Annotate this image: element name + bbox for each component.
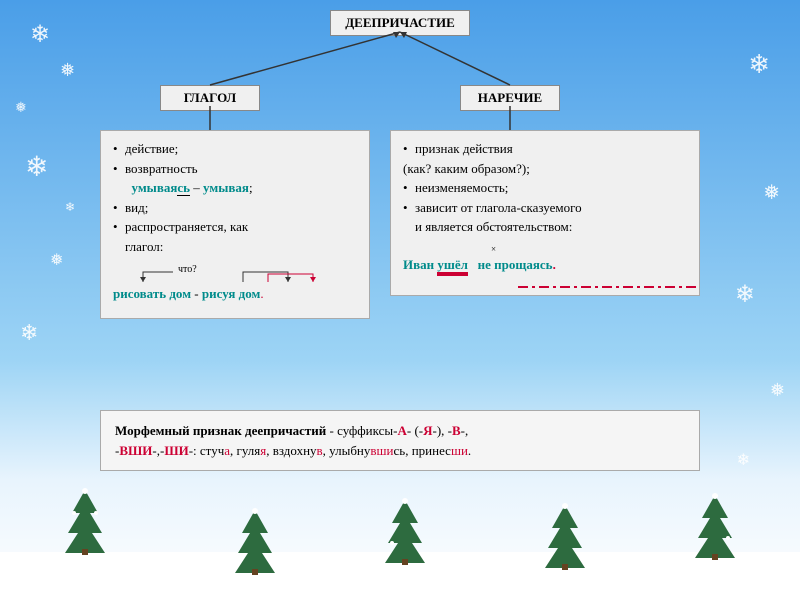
left-features-box: действие; возвратность умываясь – умывая… — [100, 130, 370, 319]
snowflake-icon: ❅ — [15, 100, 27, 117]
example-row: Иван ушёл не прощаясь. — [403, 255, 556, 275]
snowflake-icon: ❄ — [30, 20, 50, 49]
feature-item: действие; — [113, 139, 357, 159]
dash-dot-underline — [518, 275, 698, 277]
snowflake-icon: ❅ — [60, 60, 75, 81]
example-row: рисовать дом - рисуя дом. — [113, 284, 264, 304]
snowflake-icon: ❄ — [735, 280, 755, 309]
feature-item: вид; — [113, 198, 357, 218]
morpheme-box: Морфемный признак деепричастий - суффикс… — [100, 410, 700, 471]
feature-item: зависит от глагола-сказуемого и является… — [403, 198, 687, 237]
annotation: что? — [178, 262, 197, 277]
connector-lines — [100, 10, 700, 140]
snowflake-icon: ❅ — [770, 380, 785, 401]
tree-icon — [230, 505, 280, 580]
tree-icon — [690, 490, 740, 565]
tree-icon — [540, 500, 590, 575]
feature-item: признак действия (как? каким образом?); — [403, 139, 687, 178]
tree-icon — [380, 495, 430, 570]
snowflake-icon: ❄ — [65, 200, 75, 215]
snowflake-icon: ❄ — [737, 450, 750, 470]
snowflake-icon: ❄ — [20, 320, 38, 346]
snowflake-icon: ❄ — [25, 150, 48, 184]
snowflake-icon: ❅ — [763, 180, 780, 205]
snowflake-icon: ❅ — [50, 250, 63, 270]
snowflake-icon: ❄ — [748, 50, 770, 80]
right-features-box: признак действия (как? каким образом?); … — [390, 130, 700, 296]
feature-item: возвратность умываясь – умывая; — [113, 159, 357, 198]
feature-item: неизменяемость; — [403, 178, 687, 198]
tree-icon — [60, 485, 110, 560]
feature-item: распространяется, как глагол: — [113, 217, 357, 256]
